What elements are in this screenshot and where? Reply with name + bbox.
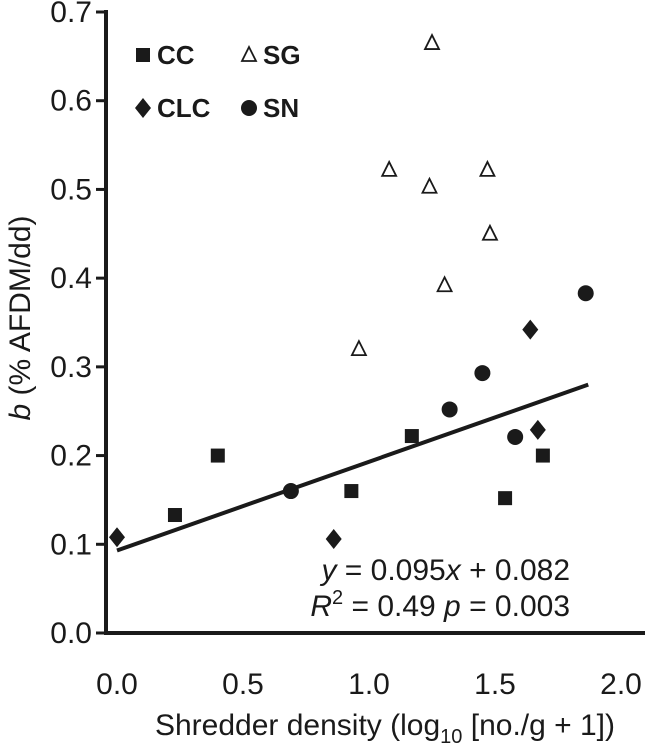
- data-point-cc: [498, 491, 513, 506]
- data-point-sg: [350, 339, 368, 357]
- y-tick-label: 0.7: [50, 0, 92, 29]
- data-point-clc: [529, 419, 546, 440]
- x-tick-label: 0.0: [96, 668, 138, 701]
- data-point-cc: [404, 429, 419, 444]
- y-tick-label: 0.3: [50, 351, 92, 384]
- data-point-sg: [423, 33, 441, 50]
- data-point-sg: [436, 275, 454, 293]
- data-points: [109, 33, 594, 549]
- legend-label-sn: SN: [263, 93, 299, 123]
- x-tick-label: 1.5: [474, 668, 516, 701]
- y-axis-title: b (% AFDM/dd): [4, 215, 37, 420]
- y-axis-ticks: 0.0 0.1 0.2 0.3 0.4 0.5 0.6 0.7: [50, 0, 106, 650]
- axes: [104, 10, 645, 635]
- y-axis-title-italic: b: [4, 404, 37, 421]
- x-axis-title-subscript: 10: [440, 726, 462, 748]
- data-point-clc: [109, 527, 125, 548]
- y-tick-label: 0.4: [50, 262, 92, 295]
- legend-marker-sg: [240, 44, 258, 62]
- data-point-cc: [344, 484, 359, 499]
- y-tick-label: 0.1: [50, 528, 92, 561]
- legend-label-sg: SG: [263, 40, 301, 70]
- data-point-cc: [535, 448, 550, 463]
- data-point-clc: [325, 528, 342, 549]
- x-tick-label: 0.5: [222, 668, 264, 701]
- data-point-sg: [478, 159, 496, 177]
- data-point-sg: [421, 176, 438, 194]
- legend-label-clc: CLC: [157, 93, 211, 123]
- legend-marker-clc: [135, 98, 151, 118]
- data-point-sn: [474, 365, 491, 382]
- legend-label-cc: CC: [157, 40, 195, 70]
- regression-line: [116, 382, 589, 553]
- regression-statistics: R2 = 0.49 p = 0.003: [310, 587, 570, 623]
- y-tick-label: 0.6: [50, 85, 92, 118]
- data-point-cc: [167, 508, 182, 523]
- data-point-sg: [380, 159, 398, 177]
- legend: CC SG CLC SN: [135, 40, 301, 123]
- data-point-clc: [522, 319, 539, 340]
- legend-marker-cc: [136, 48, 150, 62]
- y-tick-label: 0.5: [50, 173, 92, 206]
- data-point-sn: [441, 401, 458, 418]
- x-tick-label: 1.0: [348, 668, 390, 701]
- data-point-cc: [210, 448, 225, 463]
- data-point-sn: [507, 428, 524, 445]
- regression-equation: y = 0.095x + 0.082: [319, 554, 570, 587]
- y-tick-label: 0.2: [50, 440, 92, 473]
- x-axis-ticks: 0.0 0.5 1.0 1.5 2.0: [96, 668, 642, 701]
- data-point-sg: [481, 223, 499, 241]
- data-point-sn: [577, 285, 594, 302]
- legend-marker-sn: [241, 100, 257, 116]
- regression-line-group: [116, 382, 589, 553]
- x-axis-title: Shredder density (log10 [no./g + 1]): [155, 709, 615, 748]
- y-tick-label: 0.0: [50, 617, 92, 650]
- data-point-sn: [282, 483, 299, 500]
- x-tick-label: 2.0: [600, 668, 642, 701]
